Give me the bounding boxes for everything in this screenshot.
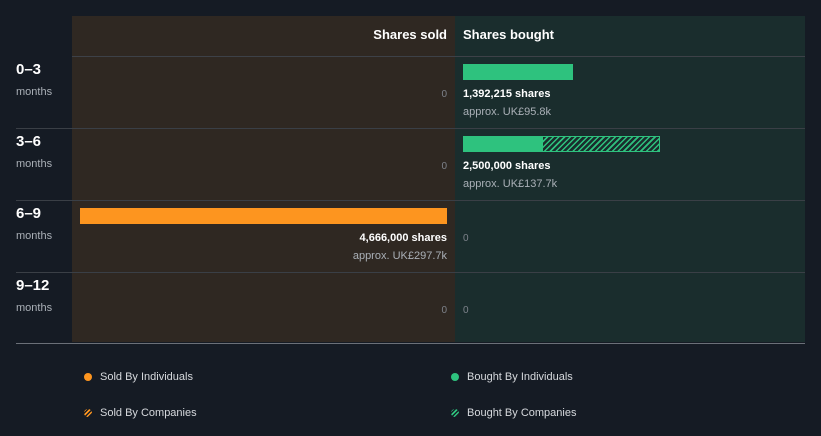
sold-panel xyxy=(72,16,455,342)
period-unit: months xyxy=(16,230,53,242)
legend-bought-individuals[interactable]: Bought By Individuals xyxy=(467,371,573,383)
sold-shares-label: 4,666,000 shares xyxy=(359,232,447,244)
sold-column-header: Shares sold xyxy=(373,27,447,42)
bought-individuals-bar[interactable] xyxy=(463,64,573,80)
bought-companies-bar[interactable] xyxy=(541,136,660,152)
bought-approx-label: approx. UK£137.7k xyxy=(463,178,558,190)
period-label: 3–6 xyxy=(16,133,42,150)
bought-approx-label: approx. UK£95.8k xyxy=(463,106,552,118)
bought-zero-label: 0 xyxy=(463,233,469,244)
row-separator xyxy=(16,200,805,201)
sold-individuals-bar[interactable] xyxy=(80,208,447,224)
legend-bought-companies[interactable]: Bought By Companies xyxy=(467,407,577,419)
baseline xyxy=(16,343,805,344)
row-separator xyxy=(16,128,805,129)
bought-zero-label: 0 xyxy=(463,305,469,316)
period-label: 0–3 xyxy=(16,61,42,78)
sold-approx-label: approx. UK£297.7k xyxy=(352,250,447,262)
legend-bought-individuals-swatch xyxy=(451,373,459,381)
legend-sold-individuals-swatch xyxy=(84,373,92,381)
legend-sold-individuals[interactable]: Sold By Individuals xyxy=(100,371,193,383)
legend-sold-companies[interactable]: Sold By Companies xyxy=(100,407,197,419)
header-separator xyxy=(72,56,805,57)
period-label: 9–12 xyxy=(16,277,50,294)
legend-bought-companies-swatch xyxy=(451,409,459,417)
period-label: 6–9 xyxy=(16,205,42,222)
row-separator xyxy=(16,272,805,273)
period-unit: months xyxy=(16,86,53,98)
bought-shares-label: 2,500,000 shares xyxy=(463,160,551,172)
sold-zero-label: 0 xyxy=(441,161,447,172)
period-unit: months xyxy=(16,158,53,170)
legend-sold-companies-swatch xyxy=(84,409,92,417)
sold-zero-label: 0 xyxy=(441,89,447,100)
period-unit: months xyxy=(16,302,53,314)
bought-shares-label: 1,392,215 shares xyxy=(463,88,551,100)
sold-zero-label: 0 xyxy=(441,305,447,316)
bought-column-header: Shares bought xyxy=(463,27,555,42)
bought-individuals-bar[interactable] xyxy=(463,136,542,152)
